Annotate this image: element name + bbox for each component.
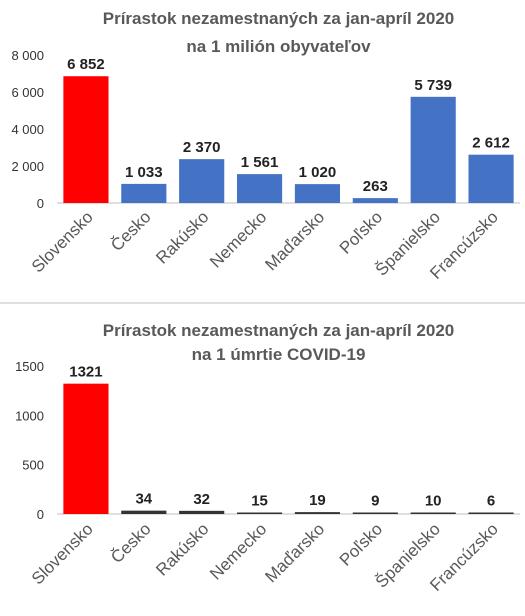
chart1-ytick-label: 8 000 [11,48,44,63]
chart1-ytick-label: 0 [37,196,44,211]
chart1-category-label: Rakúsko [152,207,212,267]
chart1-ytick-label: 4 000 [11,122,44,137]
chart1-data-label: 1 033 [125,164,163,181]
chart2-data-label: 32 [193,491,210,508]
chart2-category-label: Česko [107,519,155,567]
chart1-category-label: Poľsko [336,207,386,257]
chart1-data-label: 263 [363,178,388,195]
chart2-data-label: 9 [371,493,379,510]
chart1-bar-česko [121,183,167,203]
chart2-title-line-2: na 1 úmrtie COVID-19 [192,345,366,364]
chart2-ytick-label: 1500 [15,359,44,374]
chart2-bar-česko [121,510,167,514]
chart2-data-label: 19 [309,492,326,509]
chart2-title-line-1: Prírastok nezamestnaných za jan-apríl 20… [103,321,455,340]
chart2-data-label: 34 [135,491,152,508]
chart1-category-label: Maďarsko [261,207,328,274]
chart1-bar-francúzsko [468,154,514,203]
chart1-title-line-1: Prírastok nezamestnaných za jan-apríl 20… [103,9,455,28]
chart1-data-label: 6 852 [67,56,105,73]
chart1-ytick-label: 6 000 [11,85,44,100]
chart1-data-label: 2 612 [472,135,510,152]
chart2-bar-poľsko [352,512,398,514]
chart2-bar-španielsko [410,512,456,514]
chart2-ytick-label: 500 [22,458,44,473]
chart1-bar-maďarsko [294,184,341,203]
chart1-bar-nemecko [236,174,283,203]
chart2-bar-nemecko [236,512,283,514]
chart1-category-label: Česko [107,207,155,255]
chart2-ytick-label: 0 [37,507,44,522]
chart2-bar-rakúsko [179,510,225,514]
chart1-category-label: Slovensko [28,207,97,276]
chart1-data-label: 1 561 [241,154,279,171]
chart1-bar-slovensko [63,76,109,203]
chart1-ytick-label: 2 000 [11,159,44,174]
chart1-category-label: Nemecko [206,207,270,271]
chart2-category-label: Poľsko [336,519,386,569]
chart1-bar-španielsko [410,96,456,203]
chart2-data-label: 6 [487,493,495,510]
chart2-category-label: Maďarsko [261,519,328,586]
chart2-data-label: 10 [425,493,442,510]
chart1-bar-poľsko [352,198,398,203]
chart2-category-label: Nemecko [206,519,270,583]
chart1-title-line-2: na 1 milión obyvateľov [186,37,371,56]
chart2-bar-maďarsko [294,512,341,514]
chart2-bar-francúzsko [468,512,514,514]
chart2-data-label: 1321 [69,364,102,381]
chart2-ytick-label: 1000 [15,408,44,423]
chart2-category-label: Slovensko [28,519,97,588]
chart2-bar-slovensko [63,383,109,514]
chart1-data-label: 2 370 [183,139,221,156]
chart1-data-label: 5 739 [414,77,452,94]
chart2-data-label: 15 [251,493,268,510]
chart1-data-label: 1 020 [299,164,337,181]
chart1-bar-rakúsko [179,159,225,203]
chart2-category-label: Rakúsko [152,519,212,579]
